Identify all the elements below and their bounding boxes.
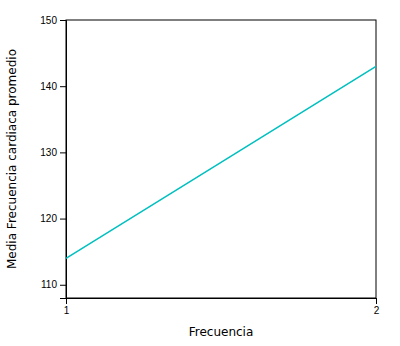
- line: [66, 66, 376, 258]
- x-tick-label: 2: [374, 305, 380, 316]
- y-axis: 110 120 130 140 150: [40, 15, 66, 299]
- y-tick-mark: [60, 86, 66, 87]
- x-tick: 2: [374, 298, 380, 316]
- y-tick-label: 130: [40, 147, 57, 158]
- chart: 12110120130140150FrecuenciaMedia Frecuen…: [0, 0, 400, 346]
- x-axis: 12: [64, 298, 380, 316]
- x-tick-mark: [376, 298, 377, 304]
- y-tick: 130: [40, 147, 66, 158]
- x-tick: 1: [64, 298, 70, 316]
- y-tick: 110: [41, 279, 66, 290]
- x-axis-line: [67, 299, 377, 305]
- plot-frame: [66, 20, 376, 298]
- y-tick: 150: [40, 15, 66, 26]
- x-tick-label: 1: [64, 305, 70, 316]
- marks: [66, 66, 376, 258]
- x-axis-title: Frecuencia: [189, 325, 254, 339]
- plot-area: 12110120130140150: [40, 15, 379, 316]
- y-tick-mark: [60, 152, 66, 153]
- y-tick-mark: [60, 219, 66, 220]
- y-tick-label: 150: [40, 15, 57, 26]
- y-axis-title: Media Frecuencia cardiaca promedio: [5, 49, 19, 269]
- y-tick-mark: [60, 285, 66, 286]
- y-tick: 140: [40, 81, 66, 92]
- y-tick-label: 110: [41, 279, 57, 290]
- y-tick: 120: [40, 213, 66, 224]
- y-tick-label: 140: [40, 81, 57, 92]
- y-tick-mark: [60, 20, 66, 21]
- y-tick-label: 120: [40, 213, 57, 224]
